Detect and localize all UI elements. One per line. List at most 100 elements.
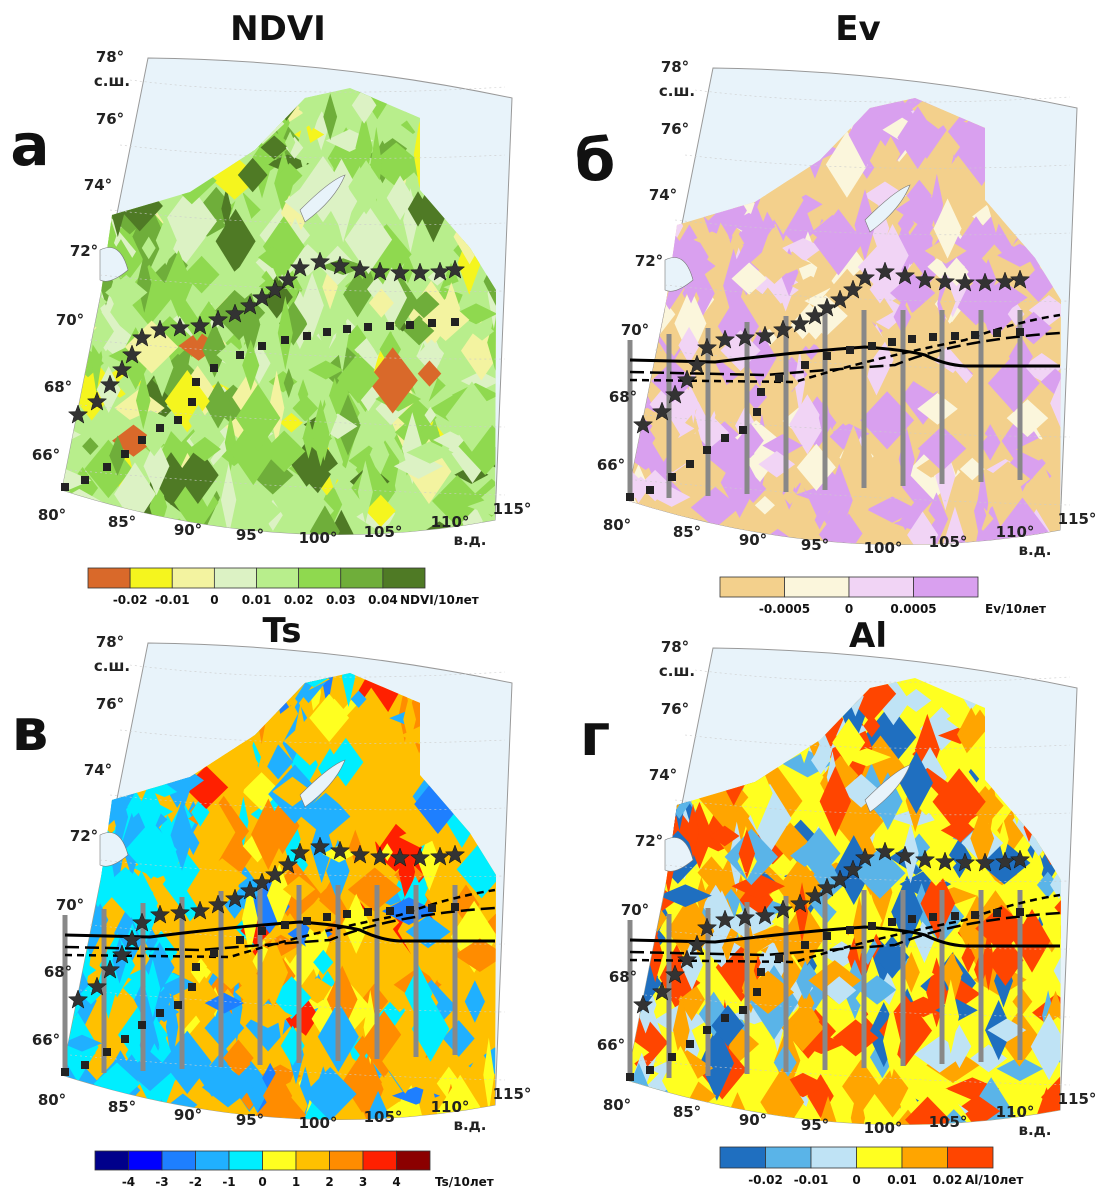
lat-label: 76° xyxy=(661,700,689,718)
patch xyxy=(907,511,939,545)
lon-label: 95° xyxy=(236,1111,264,1129)
patch xyxy=(753,287,783,324)
patch xyxy=(880,235,892,268)
patch xyxy=(738,828,755,879)
patch xyxy=(165,989,179,1064)
square-marker xyxy=(323,328,331,336)
star-marker xyxy=(1009,849,1031,869)
square-marker xyxy=(210,364,218,372)
patch xyxy=(329,509,354,535)
patch xyxy=(224,414,237,471)
patch xyxy=(62,111,94,162)
patch xyxy=(221,187,232,231)
patch xyxy=(369,432,390,477)
lat-label: 70° xyxy=(56,896,84,914)
star-marker xyxy=(444,259,466,279)
square-marker xyxy=(192,963,200,971)
map-panel: Ev б 78° с.ш. 76° 74° 72° 70° 68° 66° 80° 85° 90° 95°… xyxy=(575,9,1097,616)
legend-label: 0.03 xyxy=(326,593,356,607)
patch xyxy=(76,720,120,757)
star-marker xyxy=(894,845,916,865)
legend-label: 0 xyxy=(258,1175,266,1189)
patch xyxy=(64,261,105,301)
patch xyxy=(186,861,224,920)
patch xyxy=(786,482,817,545)
patch xyxy=(421,298,470,341)
patch xyxy=(979,424,1001,461)
patch xyxy=(638,1089,671,1125)
lat-label: 74° xyxy=(84,761,112,779)
legend-unit: Ev/10лет xyxy=(985,602,1046,616)
square-marker xyxy=(846,926,854,934)
patch xyxy=(209,155,260,200)
square-marker xyxy=(281,921,289,929)
square-marker xyxy=(951,912,959,920)
patch xyxy=(344,205,393,275)
patch xyxy=(947,837,972,879)
legend-swatch xyxy=(719,1146,766,1169)
patch xyxy=(93,1062,141,1105)
square-marker xyxy=(753,988,761,996)
lon-label: 80° xyxy=(603,516,631,534)
patch xyxy=(303,1067,357,1120)
patch xyxy=(627,157,652,214)
lat-label: 76° xyxy=(661,120,689,138)
star-marker xyxy=(131,912,153,932)
legend-label: -0.0005 xyxy=(759,602,810,616)
lon-label: 85° xyxy=(673,523,701,541)
patch xyxy=(283,368,294,398)
square-marker xyxy=(775,954,783,962)
legend-swatch xyxy=(213,567,257,589)
star-marker xyxy=(664,384,686,404)
lon-label: 115° xyxy=(493,500,532,518)
patch xyxy=(291,735,319,795)
square-marker xyxy=(775,374,783,382)
legend-swatch xyxy=(161,1150,196,1171)
lon-label: 80° xyxy=(603,1096,631,1114)
star-marker xyxy=(67,404,89,424)
patch xyxy=(784,1091,831,1115)
patch xyxy=(367,347,418,414)
patch xyxy=(416,339,447,373)
star-marker xyxy=(914,269,936,289)
lat-label: 70° xyxy=(621,321,649,339)
star-marker xyxy=(816,877,838,897)
sea-inlet xyxy=(664,764,911,872)
patch xyxy=(932,370,979,426)
patch xyxy=(1050,374,1061,432)
patch xyxy=(417,360,442,387)
patch xyxy=(715,932,767,1002)
patch xyxy=(754,496,775,515)
patch xyxy=(996,497,1049,545)
legend-swatch xyxy=(340,567,384,589)
star-marker xyxy=(934,851,956,871)
patch xyxy=(127,1051,173,1092)
legend-swatch xyxy=(901,1146,948,1169)
patch xyxy=(62,469,92,492)
star-marker xyxy=(309,251,331,271)
square-marker xyxy=(303,917,311,925)
patch xyxy=(369,142,424,188)
patch xyxy=(202,322,227,378)
patch xyxy=(920,867,956,940)
lat-label: 76° xyxy=(96,695,124,713)
star-marker xyxy=(189,900,211,920)
patch xyxy=(74,121,99,151)
patch xyxy=(149,1002,180,1022)
lon-label: 110° xyxy=(996,523,1035,541)
panel-title: NDVI xyxy=(230,9,326,49)
patch xyxy=(403,315,435,346)
boundary-line xyxy=(629,313,1061,384)
patch xyxy=(398,826,440,848)
patch xyxy=(647,407,681,462)
star-marker xyxy=(954,272,976,292)
patch xyxy=(62,88,79,103)
patch xyxy=(417,176,450,243)
patch xyxy=(62,678,87,698)
legend-swatch xyxy=(129,567,173,589)
square-marker xyxy=(386,907,394,915)
legend-swatch xyxy=(362,1150,397,1171)
legend-label: -0.02 xyxy=(748,1173,783,1187)
map-panel: Al г 78° с.ш. 76° 74° 72° 70° 68° 66° 80° 85° 90° 95°… xyxy=(580,616,1097,1187)
patch xyxy=(972,495,987,535)
